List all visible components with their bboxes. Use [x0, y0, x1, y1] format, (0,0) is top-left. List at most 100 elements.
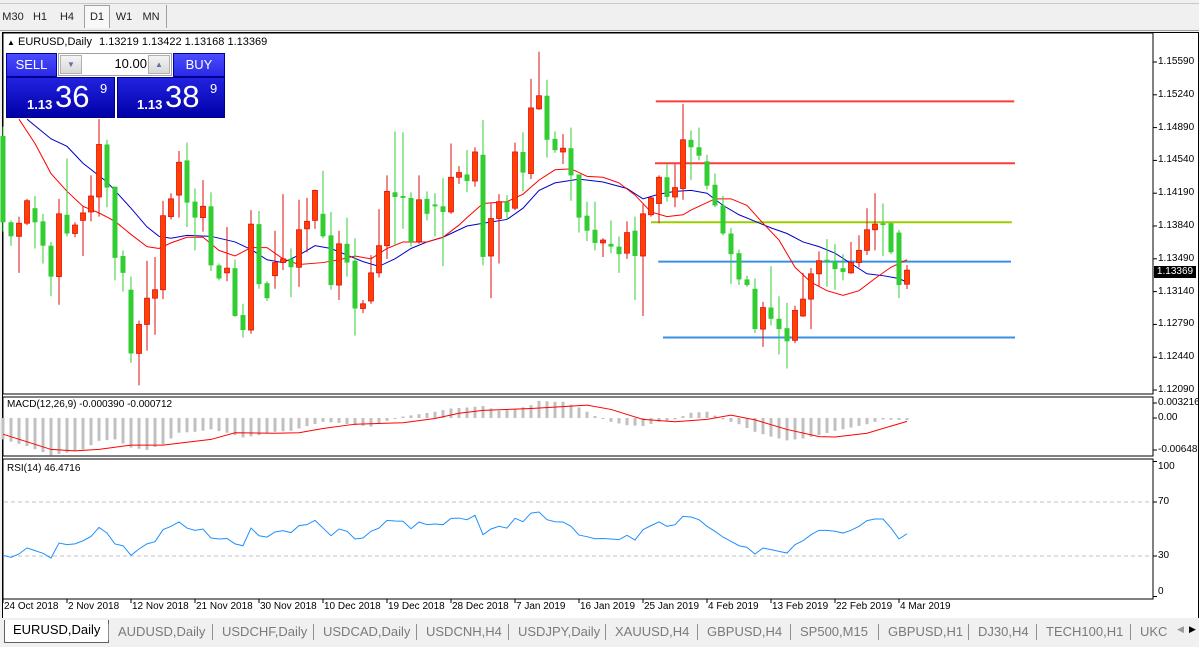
macd-histogram-bar [697, 412, 701, 418]
bullish-candle [200, 205, 206, 218]
date-axis-label: 13 Feb 2019 [772, 601, 829, 612]
bullish-candle [272, 262, 278, 277]
macd-histogram-bar [313, 418, 317, 424]
tab-separator [968, 624, 969, 640]
bullish-candle [176, 161, 182, 196]
rsi-line [2, 511, 908, 559]
bullish-candle [864, 229, 870, 251]
sell-price[interactable]: 1.13 36 9 [6, 77, 115, 118]
chart-tab[interactable]: GBPUSD,H1 [888, 624, 964, 639]
sell-button[interactable]: SELL [6, 53, 57, 77]
macd-histogram-bar [889, 418, 893, 420]
macd-histogram-bar [289, 418, 293, 431]
macd-histogram-bar [897, 418, 901, 420]
tabs-scroll-right-icon[interactable]: ▶ [1189, 624, 1196, 634]
macd-histogram-bar [873, 418, 877, 422]
chart-tab[interactable]: EURUSD,Daily [4, 620, 110, 643]
bearish-candle [256, 224, 262, 285]
sell-price-pips: 36 [55, 79, 90, 114]
timeframe-w1[interactable]: W1 [115, 11, 133, 23]
collapse-triangle-icon[interactable]: ▲ [7, 38, 15, 47]
bearish-candle [504, 201, 510, 212]
macd-histogram-bar [689, 412, 693, 418]
bullish-candle [528, 107, 534, 174]
bearish-candle [832, 261, 838, 270]
price-axis-label: 1.13140 [1158, 285, 1195, 297]
chart-tab[interactable]: XAUUSD,H4 [615, 624, 690, 639]
bearish-candle [424, 198, 430, 214]
bullish-candle [96, 144, 102, 198]
chart-tab[interactable]: DJ30,H4 [978, 624, 1029, 639]
date-axis-label: 2 Nov 2018 [68, 601, 120, 612]
macd-histogram-bar [545, 401, 549, 418]
lot-size-value[interactable]: 10.00 [114, 56, 147, 71]
macd-histogram-bar [345, 418, 349, 424]
tab-separator [878, 624, 879, 640]
timeframe-h4[interactable]: H4 [59, 11, 75, 23]
timeframe-mn[interactable]: MN [142, 11, 160, 23]
chart-header: ▲ EURUSD,Daily 1.13219 1.13422 1.13168 1… [7, 36, 267, 48]
buy-button[interactable]: BUY [173, 53, 225, 77]
macd-histogram-bar [241, 418, 245, 438]
chart-tab[interactable]: GBPUSD,H4 [707, 624, 783, 639]
chart-tab[interactable]: USDJPY,Daily [518, 624, 601, 639]
macd-histogram-bar [761, 418, 765, 435]
bearish-candle [480, 154, 486, 257]
bearish-candle [208, 206, 214, 266]
macd-histogram-bar [97, 418, 101, 441]
bearish-candle [608, 243, 614, 247]
macd-histogram-bar [153, 418, 157, 448]
bullish-candle [416, 199, 422, 243]
bearish-candle [880, 223, 886, 226]
increase-lot-icon[interactable]: ▲ [148, 55, 170, 74]
chart-window[interactable] [2, 32, 1199, 619]
timeframe-h1[interactable]: H1 [32, 11, 48, 23]
tab-separator [416, 624, 417, 640]
decrease-lot-icon[interactable]: ▼ [60, 55, 82, 74]
chart-tab[interactable]: USDCNH,H4 [426, 624, 502, 639]
macd-histogram-bar [729, 418, 733, 422]
chart-tab[interactable]: USDCHF,Daily [222, 624, 308, 639]
tabs-scroll-left-icon[interactable]: ◀ [1177, 624, 1184, 634]
macd-histogram-bar [305, 418, 309, 427]
macd-axis-label: 0.00 [1158, 412, 1178, 423]
bearish-candle [552, 138, 558, 151]
bullish-candle [656, 176, 662, 204]
macd-histogram-bar [825, 418, 829, 433]
chart-tab[interactable]: AUDUSD,Daily [118, 624, 206, 639]
bearish-candle [752, 288, 758, 330]
bullish-candle [472, 151, 478, 182]
macd-histogram-bar [105, 418, 109, 441]
macd-histogram-bar [617, 418, 621, 424]
rsi-axis-label: 30 [1158, 550, 1170, 561]
chart-tab[interactable]: UKC [1140, 624, 1168, 639]
macd-histogram-bar [129, 418, 133, 448]
date-axis-label: 22 Feb 2019 [836, 601, 893, 612]
macd-histogram-bar [185, 418, 189, 433]
bullish-candle [280, 258, 286, 263]
macd-histogram-bar [361, 418, 365, 426]
bullish-candle [304, 220, 310, 230]
chart-tab[interactable]: TECH100,H1 [1046, 624, 1124, 639]
timeframe-d1[interactable]: D1 [84, 5, 110, 28]
macd-histogram-bar [409, 415, 413, 418]
macd-histogram-bar [513, 409, 517, 418]
macd-histogram-bar [1, 418, 5, 440]
bearish-candle [328, 235, 334, 286]
timeframe-m30[interactable]: M30 [2, 11, 24, 23]
bearish-candle [784, 328, 790, 342]
bullish-candle [808, 273, 814, 300]
bullish-candle [904, 269, 910, 285]
macd-axis-label: -0.006485 [1158, 444, 1199, 455]
buy-price[interactable]: 1.13 38 9 [117, 77, 225, 118]
chart-tab[interactable]: USDCAD,Daily [323, 624, 411, 639]
macd-histogram-bar [713, 415, 717, 418]
price-axis-label: 1.12790 [1158, 318, 1195, 330]
chart-tab[interactable]: SP500,M15 [800, 624, 868, 639]
lot-size-field[interactable]: ▼ 10.00 ▲ [58, 53, 172, 76]
macd-histogram-bar [665, 418, 669, 421]
macd-histogram-bar [41, 418, 45, 453]
sell-price-prefix: 1.13 [27, 97, 53, 112]
macd-histogram-bar [417, 414, 421, 418]
